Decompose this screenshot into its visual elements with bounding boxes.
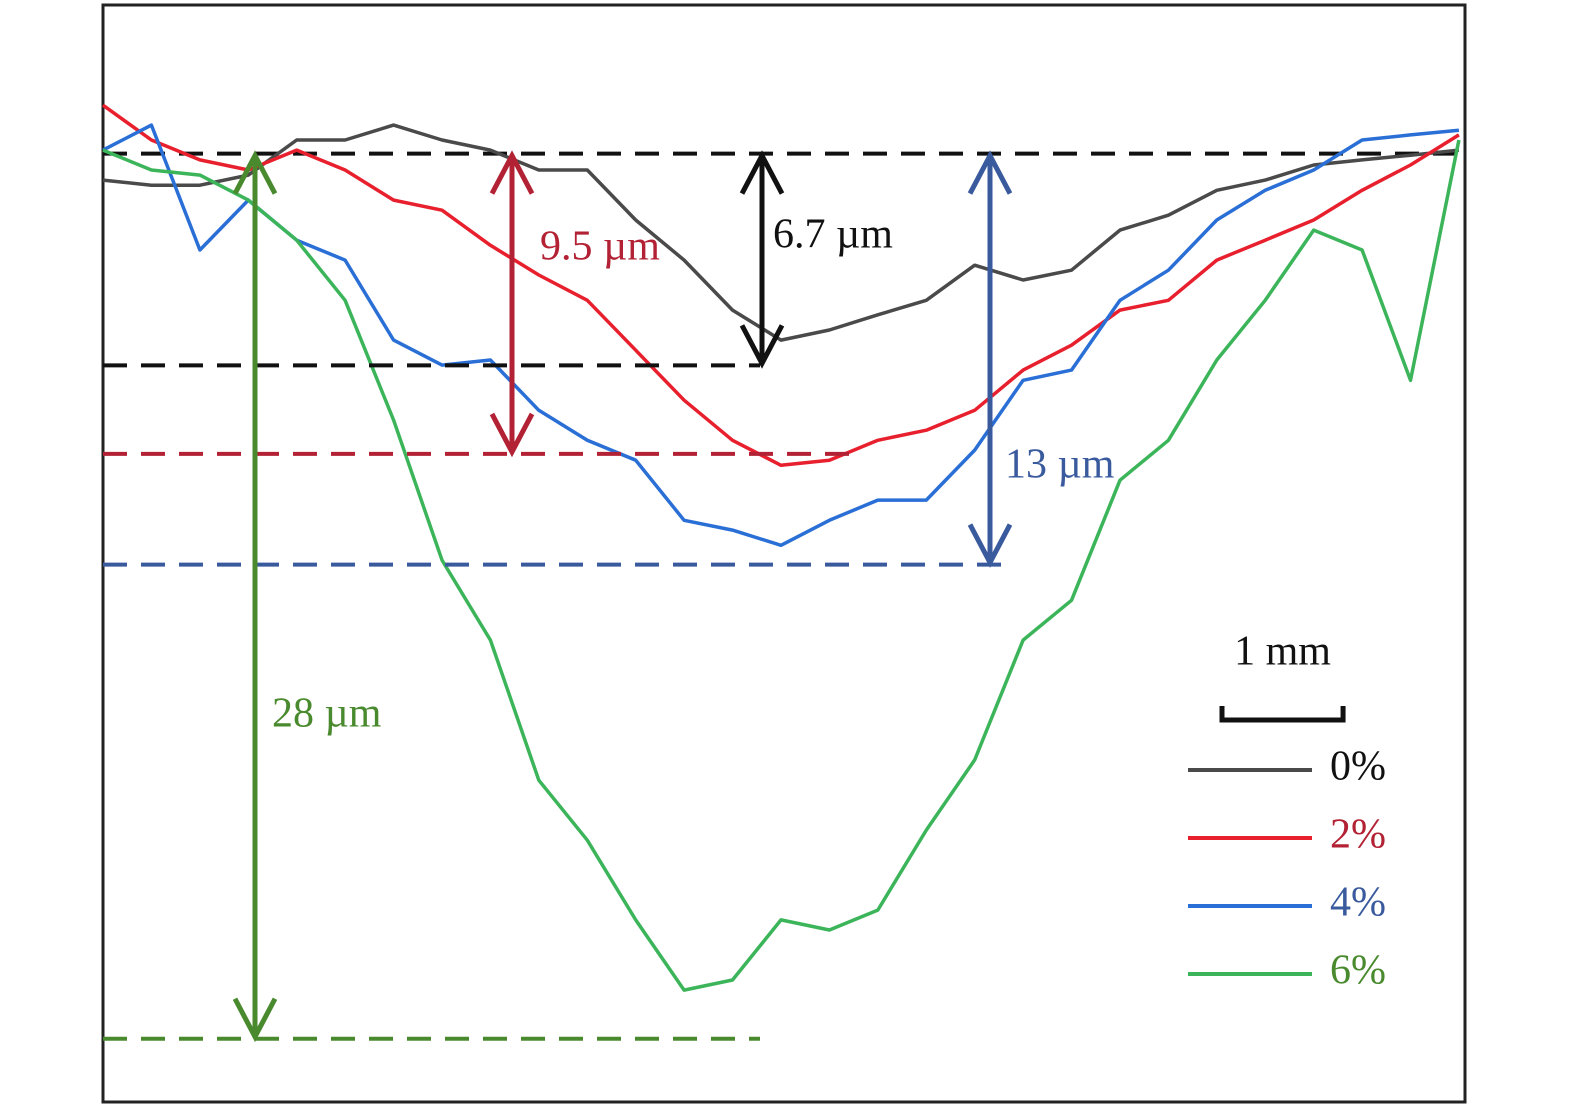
- plot-frame: [101, 3, 1467, 1104]
- legend-label: 0%: [1330, 744, 1386, 790]
- profile-line: [102, 123, 1460, 342]
- profile-line: [102, 139, 1461, 992]
- legend-label: 6%: [1330, 948, 1386, 994]
- arrow-head: [489, 412, 535, 458]
- legend-label: 2%: [1330, 812, 1386, 858]
- arrow-head: [967, 150, 1013, 195]
- depth-label: 6.7 µm: [773, 212, 893, 258]
- arrow-head: [739, 150, 785, 195]
- profile-line: [101, 103, 1460, 468]
- arrow-head: [232, 997, 278, 1043]
- depth-label: 9.5 µm: [540, 224, 660, 270]
- profile-line: [102, 123, 1460, 548]
- scale-bar: [1219, 706, 1346, 723]
- depth-label: 13 µm: [1005, 442, 1115, 488]
- arrow-head: [967, 523, 1013, 568]
- arrow-head: [489, 150, 535, 195]
- arrow-head: [232, 150, 278, 195]
- legend-label: 4%: [1330, 880, 1386, 926]
- depth-label: 28 µm: [272, 691, 382, 737]
- scale-bar-label: 1 mm: [1234, 629, 1331, 675]
- arrow-head: [739, 324, 785, 369]
